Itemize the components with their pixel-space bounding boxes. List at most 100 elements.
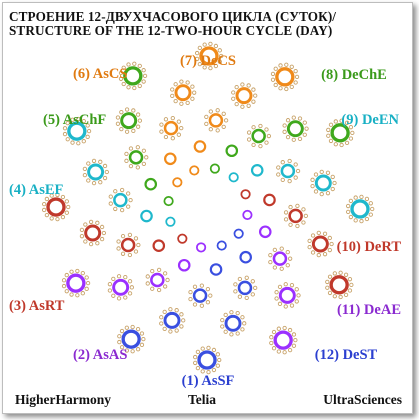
petal-mark: [344, 120, 350, 125]
petal-mark: [364, 216, 370, 222]
petal-mark: [168, 329, 173, 334]
ring-center: [90, 230, 96, 236]
petal-mark: [343, 292, 349, 298]
petal-mark: [131, 108, 136, 113]
ring-center: [168, 156, 173, 161]
petal-mark: [127, 279, 133, 284]
petal-mark: [253, 93, 258, 98]
ring-center: [255, 168, 260, 173]
petal-mark: [204, 114, 209, 120]
petal-mark: [128, 146, 134, 151]
ring-center: [175, 180, 179, 184]
petal-mark: [150, 286, 155, 291]
petal-mark: [76, 141, 81, 146]
petal-mark: [137, 118, 143, 123]
petal-mark: [234, 101, 239, 107]
petal-mark: [313, 189, 319, 194]
petal-mark: [202, 65, 207, 70]
petal-mark: [211, 347, 217, 353]
petal-mark: [76, 116, 81, 122]
petal-mark: [163, 117, 169, 122]
petal-mark: [325, 191, 331, 196]
petal-mark: [113, 189, 118, 194]
petal-mark: [295, 168, 301, 174]
petal-mark: [64, 289, 69, 294]
petal-mark: [246, 103, 251, 108]
petal-mark: [293, 80, 298, 85]
petal-mark: [128, 197, 133, 203]
ring-center: [126, 118, 132, 124]
petal-mark: [282, 350, 287, 355]
petal-mark: [234, 85, 239, 90]
petal-mark: [200, 346, 205, 351]
petal-mark: [288, 204, 293, 210]
ring-node: [269, 325, 298, 355]
petal-mark: [173, 82, 178, 87]
petal-mark: [322, 252, 328, 257]
ring-center: [144, 214, 149, 218]
petal-mark: [159, 129, 164, 134]
petal-mark: [368, 201, 373, 206]
petal-mark: [117, 339, 122, 345]
petal-mark: [338, 270, 343, 275]
petal-mark: [208, 41, 213, 47]
petal-mark: [347, 277, 353, 282]
petal-mark: [345, 203, 351, 209]
petal-mark: [221, 111, 226, 116]
ring-node: [170, 79, 197, 106]
petal-mark: [170, 87, 175, 92]
petal-mark: [199, 283, 205, 288]
petal-mark: [124, 151, 129, 156]
petal-mark: [84, 286, 89, 291]
petal-mark: [330, 174, 335, 180]
petal-mark: [274, 290, 279, 295]
petal-mark: [129, 285, 134, 290]
petal-mark: [289, 84, 294, 90]
petal-mark: [220, 324, 225, 329]
ring-node: [61, 268, 91, 298]
petal-mark: [144, 155, 149, 160]
ring-node: [172, 177, 183, 188]
ring-node: [124, 145, 149, 170]
petal-mark: [279, 266, 284, 271]
ring-node: [268, 246, 293, 271]
petal-mark: [284, 86, 289, 92]
petal-mark: [133, 236, 139, 241]
ring-center: [256, 133, 261, 139]
petal-mark: [291, 115, 296, 120]
petal-mark: [162, 271, 168, 276]
ring-node: [345, 194, 375, 224]
ring-node: [193, 140, 207, 153]
petal-mark: [69, 269, 74, 274]
ring-node: [117, 324, 146, 354]
petal-mark: [179, 101, 184, 106]
petal-mark: [274, 296, 279, 301]
petal-mark: [141, 68, 146, 73]
petal-mark: [276, 172, 281, 177]
petal-mark: [251, 99, 256, 104]
ring-node: [228, 172, 239, 183]
petal-mark: [116, 239, 121, 244]
petal-mark: [215, 108, 220, 113]
ring-center: [167, 199, 171, 203]
petal-mark: [170, 136, 175, 141]
petal-mark: [170, 93, 175, 98]
petal-mark: [347, 288, 353, 293]
ring-center: [230, 320, 236, 326]
petal-mark: [188, 290, 193, 295]
petal-mark: [42, 201, 47, 207]
petal-mark: [251, 125, 256, 130]
ring-center: [204, 357, 210, 363]
petal-mark: [266, 133, 272, 139]
ring-node: [233, 275, 258, 301]
ring-node: [62, 116, 92, 146]
ring-center: [53, 204, 59, 210]
petal-mark: [233, 289, 238, 294]
petal-mark: [65, 120, 70, 126]
petal-mark: [343, 272, 349, 277]
petal-mark: [174, 328, 179, 333]
petal-mark: [246, 137, 252, 142]
ring-center: [357, 206, 363, 212]
petal-mark: [179, 312, 184, 317]
petal-mark: [120, 251, 126, 256]
